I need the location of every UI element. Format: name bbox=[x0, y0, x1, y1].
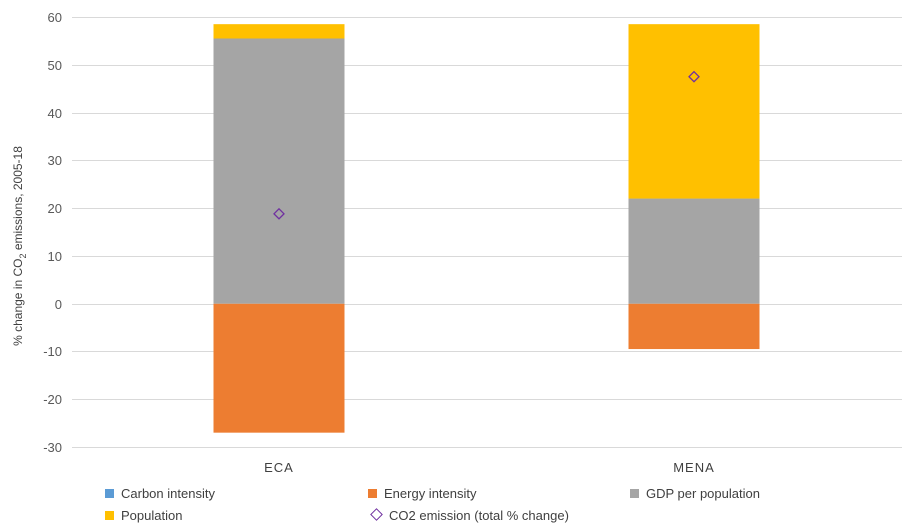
co2-marker-eca bbox=[273, 207, 285, 220]
y-tick-label: 50 bbox=[48, 58, 62, 73]
diamond-marker-icon bbox=[370, 508, 383, 521]
y-axis-label: % change in CO2 emissions, 2005-18 bbox=[11, 146, 28, 346]
co2-marker-mena bbox=[688, 70, 700, 83]
x-category-label: MENA bbox=[673, 460, 715, 475]
legend-label: Population bbox=[121, 508, 183, 523]
gridlines bbox=[72, 17, 902, 448]
bars bbox=[213, 24, 760, 433]
legend-swatch-carbon-intensity bbox=[105, 489, 114, 498]
legend: Carbon intensity Energy intensity GDP pe… bbox=[100, 486, 880, 526]
legend-label: Energy intensity bbox=[384, 486, 477, 501]
bar-mena-population bbox=[628, 24, 760, 199]
bar-mena-gdp-per-population bbox=[628, 198, 760, 304]
legend-label: Carbon intensity bbox=[121, 486, 215, 501]
y-axis-ticks: 60 50 40 30 20 10 0 -10 -20 -30 bbox=[43, 10, 62, 455]
bar-eca-population bbox=[213, 24, 345, 39]
legend-label: GDP per population bbox=[646, 486, 760, 501]
legend-item-co2-emission: CO2 emission (total % change) bbox=[370, 508, 569, 523]
legend-label: CO2 emission (total % change) bbox=[389, 508, 569, 523]
y-tick-label: 20 bbox=[48, 201, 62, 216]
bar-mena-energy-intensity bbox=[628, 303, 760, 350]
y-tick-label: 60 bbox=[48, 10, 62, 25]
legend-item-energy-intensity: Energy intensity bbox=[368, 486, 477, 501]
y-tick-label: 0 bbox=[55, 297, 62, 312]
y-tick-label: -20 bbox=[43, 392, 62, 407]
legend-item-population: Population bbox=[105, 508, 182, 523]
co2-markers bbox=[273, 70, 700, 220]
y-tick-label: -10 bbox=[43, 344, 62, 359]
x-axis-categories: ECA MENA bbox=[264, 460, 715, 475]
y-tick-label: -30 bbox=[43, 440, 62, 455]
legend-item-gdp-per-population: GDP per population bbox=[630, 486, 760, 501]
legend-swatch-population bbox=[105, 511, 114, 520]
legend-item-carbon-intensity: Carbon intensity bbox=[105, 486, 215, 501]
y-tick-label: 40 bbox=[48, 106, 62, 121]
bar-eca-energy-intensity bbox=[213, 303, 345, 433]
x-category-label: ECA bbox=[264, 460, 294, 475]
legend-swatch-energy-intensity bbox=[368, 489, 377, 498]
y-tick-label: 30 bbox=[48, 153, 62, 168]
bar-eca-gdp-per-population bbox=[213, 38, 345, 304]
legend-swatch-gdp-per-population bbox=[630, 489, 639, 498]
y-tick-label: 10 bbox=[48, 249, 62, 264]
